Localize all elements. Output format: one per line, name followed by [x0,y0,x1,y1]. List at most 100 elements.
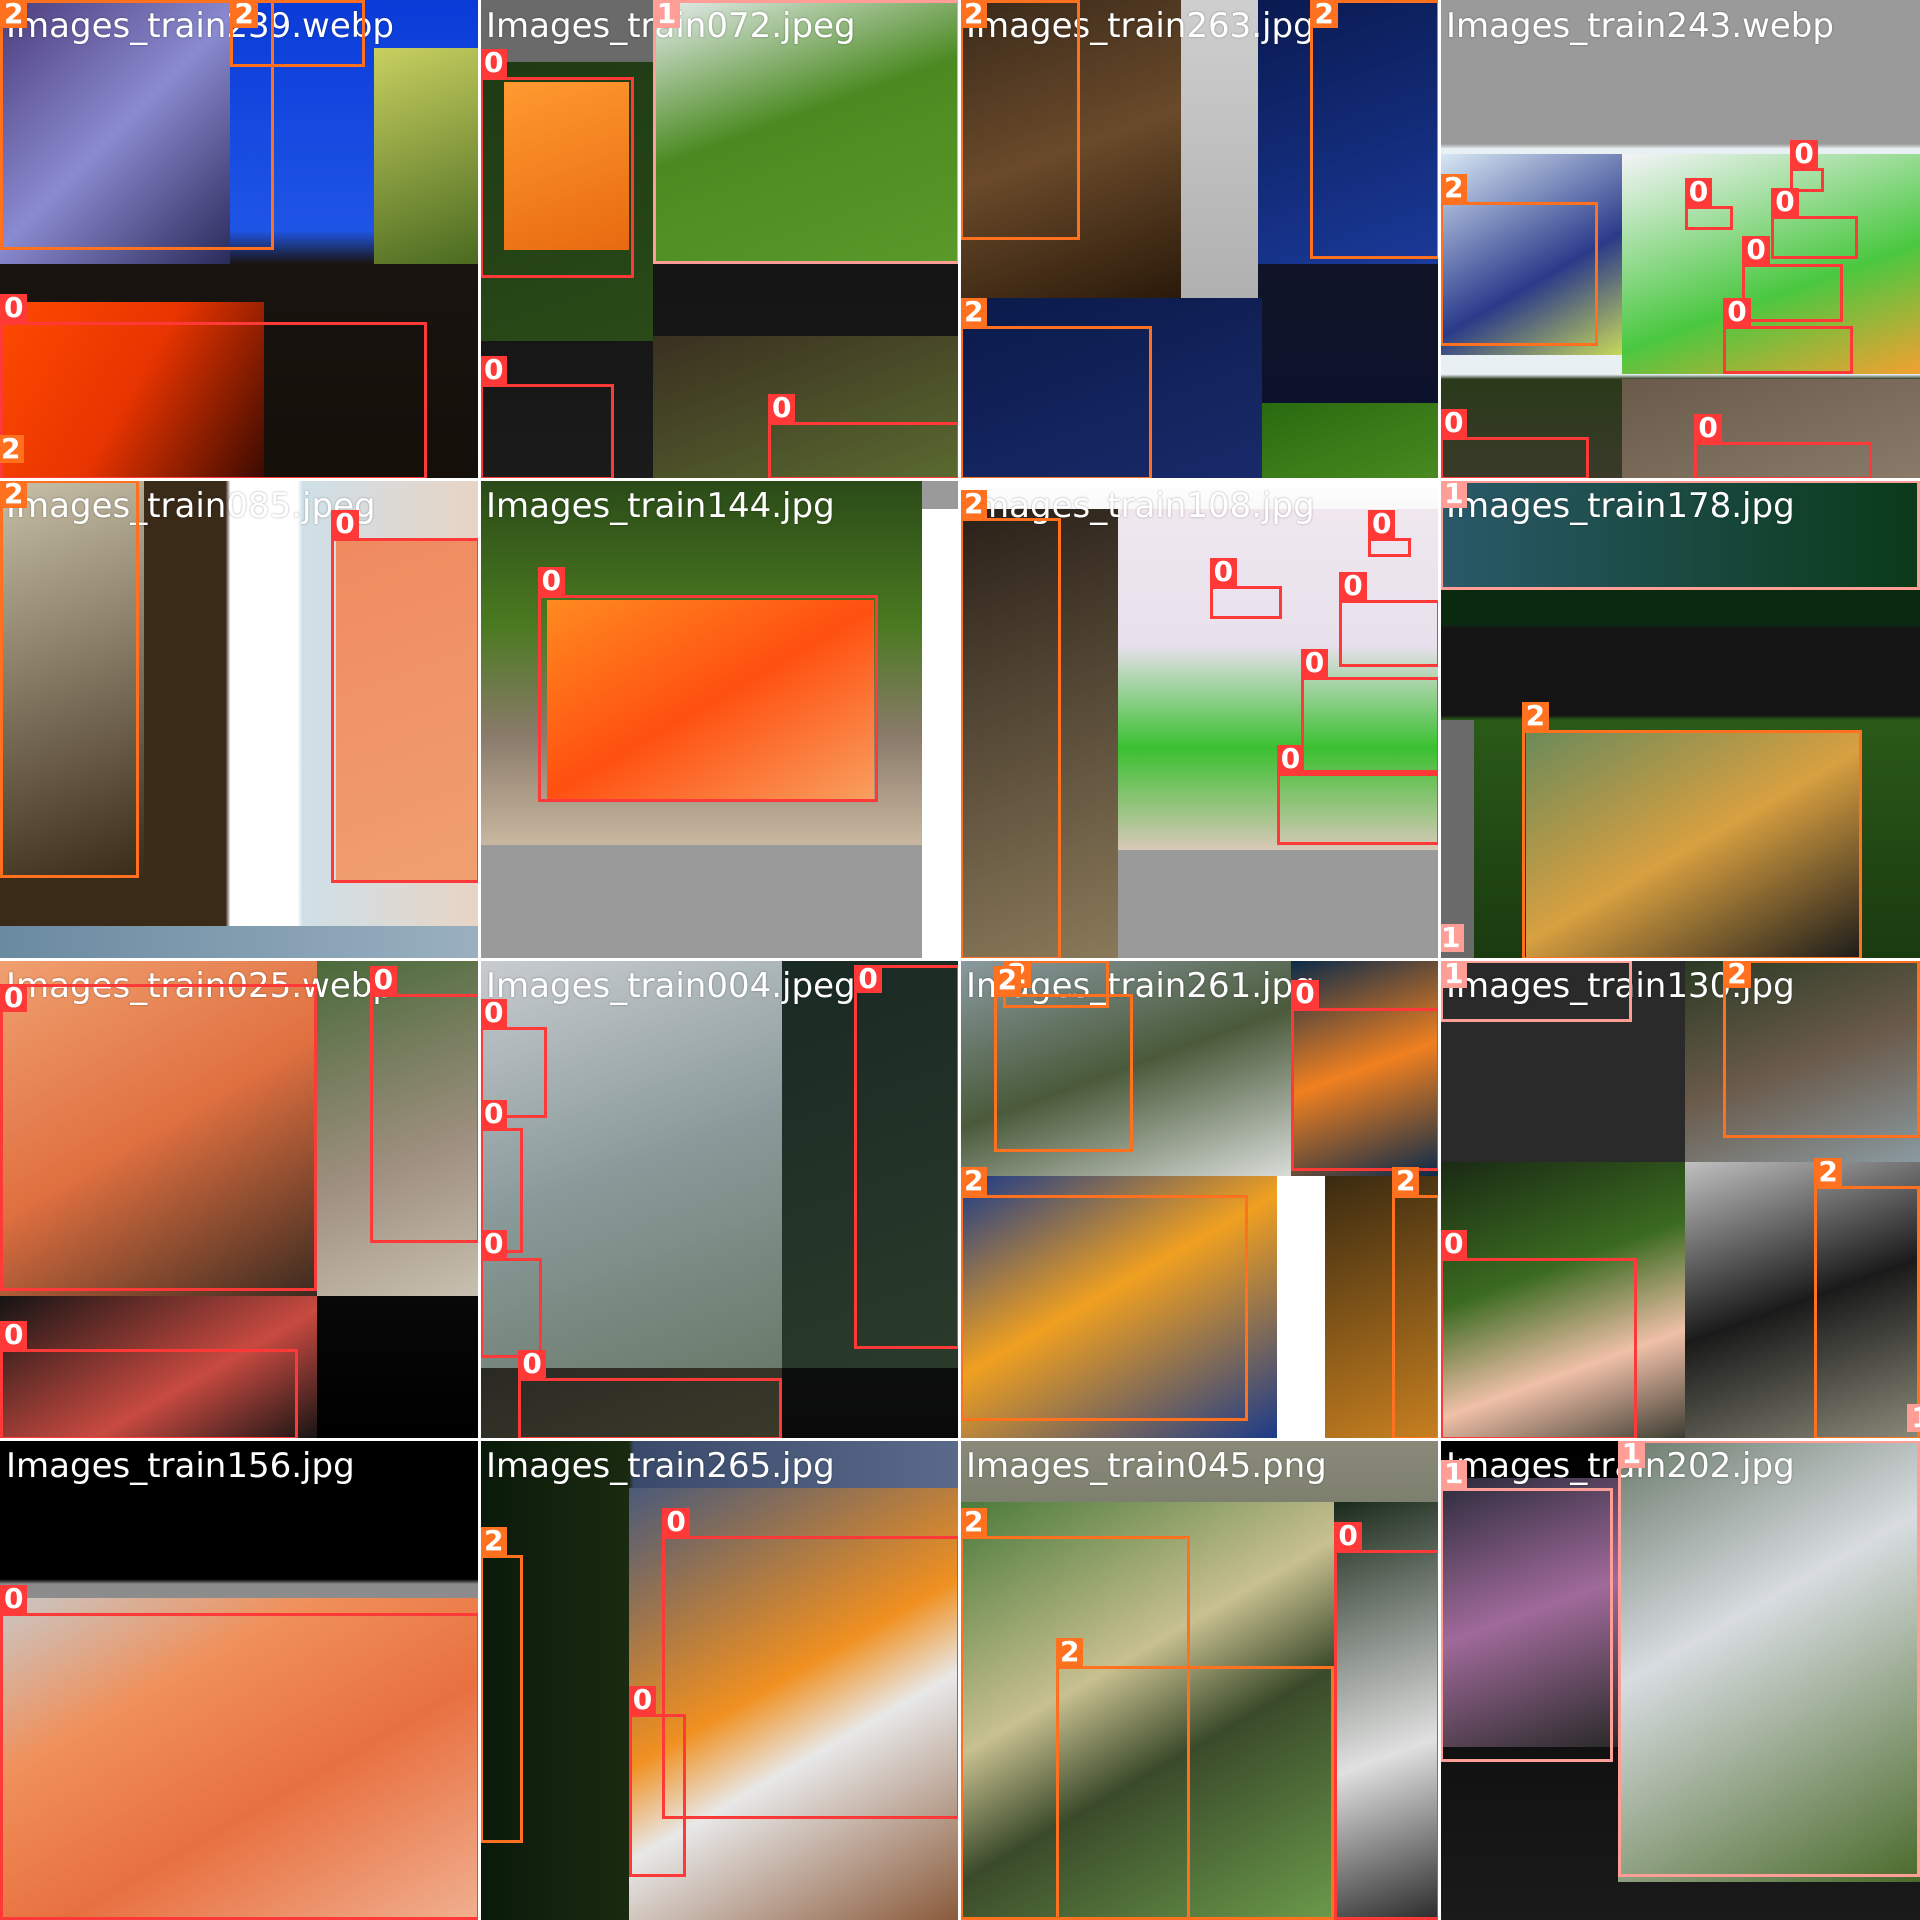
image-patch [0,926,480,960]
mosaic-tile: Images_train045.png 2 2 0 [960,1440,1440,1920]
tile-filename: Images_train265.jpg [486,1446,835,1486]
class-label: 0 [1339,572,1367,600]
class-label: 2 [1056,1637,1084,1666]
class-label: 2 [1723,960,1751,988]
class-label: 2 [0,480,28,508]
class-label: 0 [1209,557,1238,586]
class-label: 0 [480,1100,508,1128]
tile-filename: Images_train004.jpeg [486,966,856,1006]
bounding-box: 2 [1814,1157,1920,1440]
bounding-box: 0 [854,964,960,1349]
class-label: 1 [1440,924,1465,953]
image-patch [1180,0,1258,298]
tile-filename: Images_train239.webp [6,6,394,46]
image-patch [1440,1161,1685,1440]
mosaic-tile: Images_train025.webp 0 0 0 [0,960,480,1440]
class-label: 2 [0,0,28,28]
image-patch [374,48,480,264]
class-label: 1 [1907,1404,1920,1433]
class-label: 0 [628,1685,657,1714]
class-label: 1 [1440,480,1468,508]
bounding-box: 0 [480,1229,543,1359]
class-label: 2 [960,490,988,519]
bounding-box: 2 [1440,173,1599,346]
bounding-box: 2 [960,0,1080,240]
class-label: 2 [1521,701,1550,730]
class-label: 2 [0,434,25,463]
image-patch [547,600,874,802]
class-label: 2 [1814,1157,1842,1186]
bounding-box: 0 [331,509,480,884]
image-patch [960,0,1181,298]
image-patch [1262,403,1440,480]
bounding-box: 2 [1723,960,1920,1138]
image-patch [960,1176,1277,1440]
bounding-box: 2 [960,490,1061,960]
image-patch [1257,0,1440,264]
class-label: 0 [1368,509,1396,538]
class-label: 2 [960,1508,988,1536]
class-label: 1 [652,0,681,28]
class-label: 0 [480,48,508,77]
class-label: 2 [1392,1167,1420,1196]
class-label: 0 [331,509,359,538]
bounding-box: 0 [1790,140,1824,192]
image-patch [960,508,1119,960]
bounding-box: 0 [1723,298,1853,375]
class-label: 0 [1742,236,1770,264]
mosaic-tile: Images_train202.jpg11 [1440,1440,1920,1920]
class-label: 0 [518,1349,546,1378]
bounding-box: 0 [0,1584,480,1920]
class-label: 2 [993,965,1022,994]
bounding-box: 1 [1907,1404,1920,1439]
bounding-box: 2 [0,434,25,470]
mosaic-tile: Images_train263.jpg 2 2 2 [960,0,1440,480]
bounding-box: 1 [1617,1440,1920,1877]
bounding-box: 0 [1339,572,1440,668]
class-label: 0 [480,1229,508,1258]
image-patch [782,960,960,1368]
image-patch [921,508,960,960]
image-patch [1684,1161,1920,1440]
bounding-box: 0 [1368,509,1412,557]
class-label: 0 [0,1584,28,1613]
grid-divider [1438,0,1441,1920]
bounding-box: 0 [0,984,317,1292]
bounding-box: 2 [960,298,1152,480]
bounding-box: 1 [1440,960,1632,1023]
class-label: 2 [1310,0,1338,28]
image-patch [1324,1176,1440,1440]
bounding-box: 2 [0,480,140,879]
bounding-box: 0 [1334,1522,1440,1920]
image-patch [1334,1502,1440,1920]
mosaic-tile: Images_train239.webp 2 2 0 2 [0,0,480,480]
class-label: 0 [1440,1229,1468,1258]
image-patch [0,302,264,480]
bounding-box: 0 [1771,188,1858,260]
image-patch [652,336,960,480]
bounding-box: 0 [1440,1229,1637,1440]
class-label: 2 [960,0,988,28]
image-patch [316,960,480,1296]
image-patch [1118,849,1440,960]
tile-filename: Images_train085.jpeg [6,486,376,526]
class-label: 0 [1291,980,1319,1008]
bounding-box: 0 [1209,557,1282,620]
class-label: 2 [480,1527,508,1556]
mosaic-tile: Images_train108.jpg 2 0 0 0 0 0 [960,480,1440,960]
bounding-box: 2 [1310,0,1440,260]
tile-filename: Images_train045.png [966,1446,1327,1486]
mosaic-tile: Images_train004.jpeg 0 0 0 0 0 [480,960,960,1440]
image-patch [336,537,480,884]
class-label: 0 [1276,744,1305,773]
image-patch [1276,1176,1325,1440]
mosaic-tile: Images_train144.jpg 0 [480,480,960,960]
class-label: 0 [1684,178,1713,207]
tile-filename: Images_train144.jpg [486,486,835,526]
mosaic-tile: Images_train085.jpeg 2 0 [0,480,480,960]
class-label: 0 [537,567,566,596]
class-label: 0 [1723,298,1751,327]
class-label: 0 [1440,408,1468,437]
image-patch [0,0,231,264]
